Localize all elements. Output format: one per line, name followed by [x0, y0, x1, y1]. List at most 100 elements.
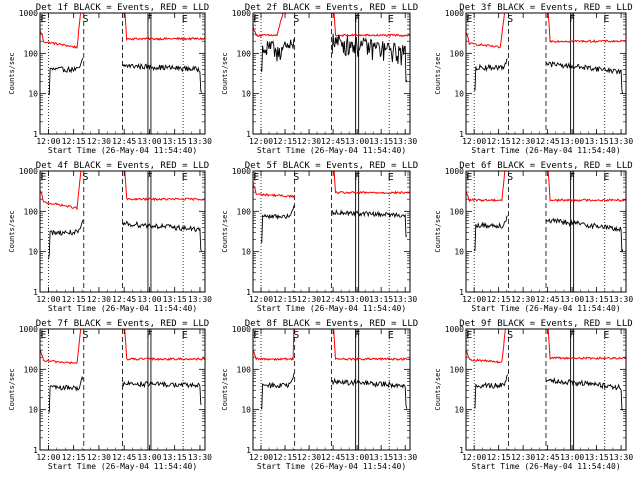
x-tick-label: 12:30: [87, 453, 111, 462]
lld-series-pre: [253, 183, 295, 199]
marker-letter: E: [40, 172, 46, 183]
y-tick-label: 1: [246, 446, 251, 455]
lld-series-pre: [466, 171, 506, 203]
plot-area: [40, 13, 205, 134]
x-tick-label: 13:00: [137, 137, 161, 146]
y-tick-label: 1000: [445, 325, 464, 334]
plot-area: [253, 171, 410, 292]
x-tick-label: 13:30: [609, 295, 633, 304]
lld-series-post: [547, 13, 626, 44]
events-series-pre: [473, 58, 508, 92]
marker-letter: E: [466, 330, 472, 341]
lld-series-post: [124, 171, 205, 202]
x-tick-label: 12:30: [297, 295, 321, 304]
y-tick-label: 1: [33, 130, 38, 139]
x-tick-label: 12:15: [62, 295, 86, 304]
y-tick-label: 1: [246, 130, 251, 139]
y-tick-label: 100: [24, 49, 39, 58]
plot-frame: [39, 12, 206, 135]
marker-letter: E: [253, 172, 259, 183]
x-axis-label: Start Time (26-May-04 11:54:40): [257, 146, 406, 155]
y-tick-label: 10: [454, 90, 464, 99]
y-tick-label: 100: [450, 207, 465, 216]
y-axis-label: Counts/sec: [434, 368, 442, 410]
panel-det-7: Det 7f BLACK = Events, RED = LLD Counts/s…: [8, 319, 212, 471]
events-series-pre: [48, 57, 84, 96]
x-tick-label: 13:15: [369, 137, 393, 146]
lld-series-post: [333, 329, 410, 362]
x-tick-label: 13:15: [369, 453, 393, 462]
panel-det-6: Det 6f BLACK = Events, RED = LLD Counts/s…: [434, 161, 633, 313]
x-tick-label: 12:45: [536, 137, 560, 146]
lld-series-pre: [253, 329, 295, 362]
events-series-pre: [260, 38, 295, 72]
y-tick-label: 100: [237, 49, 252, 58]
marker-letter: S: [293, 14, 299, 25]
marker-letter: E: [388, 14, 394, 25]
y-tick-label: 1000: [19, 167, 38, 176]
y-tick-label: 10: [454, 406, 464, 415]
y-tick-label: 1000: [232, 167, 251, 176]
panel-det-8: Det 8f BLACK = Events, RED = LLD Counts/s…: [221, 319, 418, 471]
marker-letter: S: [507, 330, 513, 341]
y-tick-label: 100: [24, 365, 39, 374]
marker-letter: F: [569, 14, 575, 25]
marker-letter: E: [388, 172, 394, 183]
marker-letter: S: [82, 330, 88, 341]
x-axis-label: Start Time (26-May-04 11:54:40): [471, 462, 620, 471]
marker-letter: E: [253, 14, 259, 25]
panel-title: Det 5f BLACK = Events, RED = LLD: [245, 161, 418, 171]
events-series-post: [122, 62, 203, 93]
lld-series-pre: [253, 13, 284, 38]
x-tick-label: 12:00: [462, 137, 486, 146]
marker-letter: S: [507, 172, 513, 183]
events-series-post: [122, 380, 202, 405]
y-tick-label: 1: [246, 288, 251, 297]
x-tick-label: 12:45: [112, 453, 136, 462]
x-tick-label: 12:15: [273, 295, 297, 304]
y-tick-label: 1: [33, 446, 38, 455]
x-tick-label: 13:15: [585, 137, 609, 146]
lld-series-post: [333, 171, 410, 195]
x-tick-label: 13:00: [560, 137, 584, 146]
x-tick-label: 13:30: [609, 453, 633, 462]
y-tick-label: 1: [459, 130, 464, 139]
x-tick-label: 12:30: [511, 137, 535, 146]
marker-letter: S: [82, 14, 88, 25]
panel-det-1: Det 1f BLACK = Events, RED = LLD Counts/s…: [8, 3, 212, 155]
events-series-post: [331, 377, 408, 409]
lld-series-post: [547, 171, 626, 203]
y-tick-label: 10: [28, 90, 38, 99]
x-tick-label: 12:00: [36, 295, 60, 304]
plot-frame: [39, 328, 206, 451]
plot-frame: [252, 328, 411, 451]
x-tick-label: 13:30: [188, 295, 212, 304]
panel-title: Det 8f BLACK = Events, RED = LLD: [245, 319, 418, 329]
x-tick-label: 12:45: [321, 137, 345, 146]
marker-letter: S: [82, 172, 88, 183]
x-axis-label: Start Time (26-May-04 11:54:40): [48, 146, 197, 155]
plot-area: [253, 329, 410, 450]
x-tick-label: 12:15: [487, 453, 511, 462]
y-axis-label: Counts/sec: [434, 210, 442, 252]
x-tick-label: 12:30: [511, 295, 535, 304]
marker-letter: E: [603, 14, 609, 25]
y-axis-label: Counts/sec: [8, 52, 16, 94]
x-tick-label: 12:00: [249, 295, 273, 304]
lld-series-pre: [40, 13, 82, 49]
events-series-post: [545, 377, 624, 411]
plot-area: [466, 13, 626, 134]
y-tick-label: 1: [33, 288, 38, 297]
x-tick-label: 12:45: [112, 295, 136, 304]
marker-letter: F: [354, 172, 360, 183]
x-tick-label: 12:15: [62, 137, 86, 146]
panel-det-5: Det 5f BLACK = Events, RED = LLD Counts/s…: [221, 161, 418, 313]
y-tick-label: 1: [459, 288, 464, 297]
lld-series-pre: [40, 329, 82, 365]
marker-letter: F: [354, 14, 360, 25]
lld-series-pre: [466, 329, 506, 364]
plot-frame: [465, 328, 627, 451]
plot-area: [466, 329, 626, 450]
x-tick-label: 13:30: [609, 137, 633, 146]
